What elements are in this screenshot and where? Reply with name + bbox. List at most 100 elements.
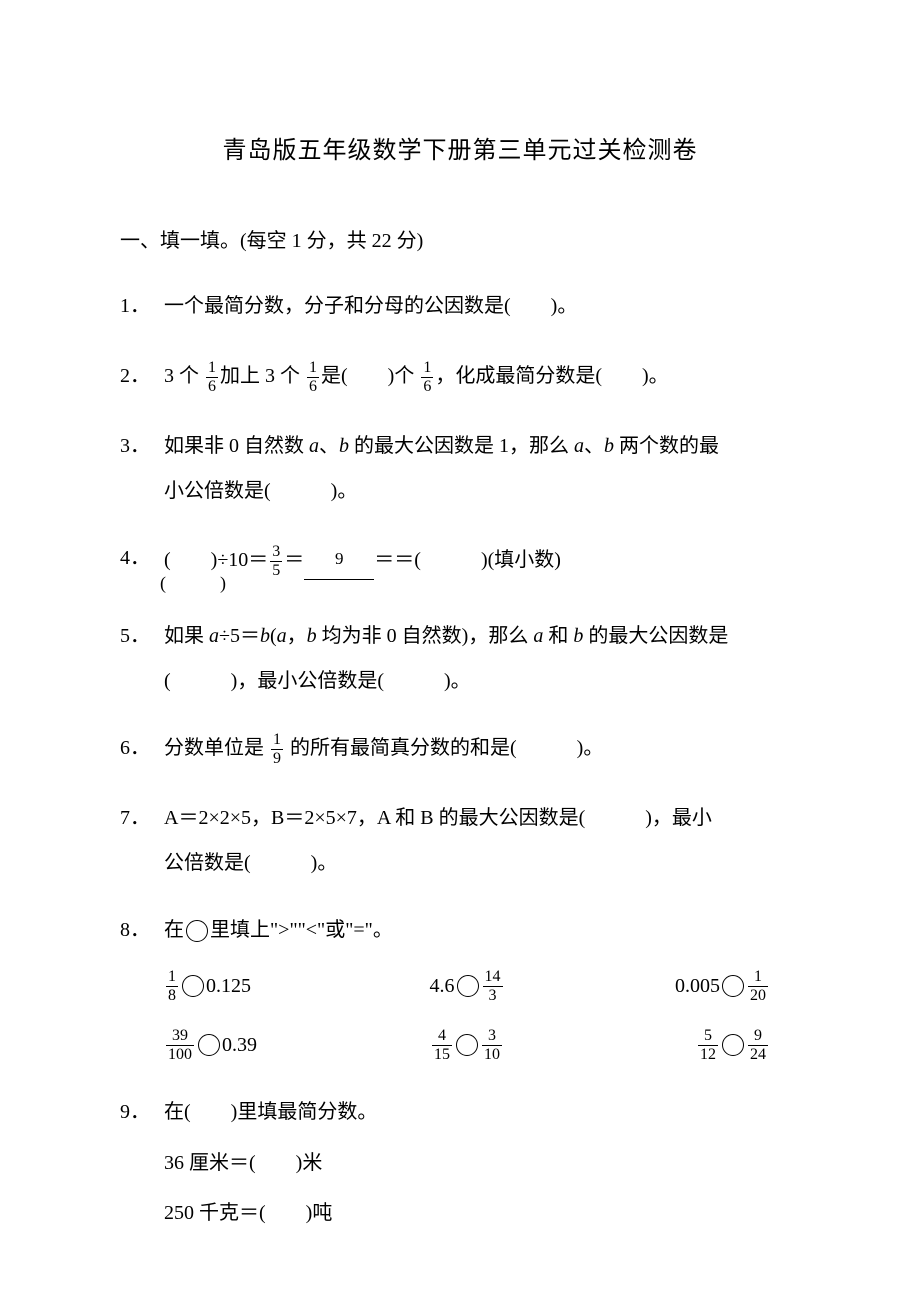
q6-num: 6． (120, 727, 164, 769)
circle-icon (456, 1034, 478, 1056)
fraction-icon: 924 (748, 1028, 768, 1063)
q3-text-d: 、 (584, 435, 604, 457)
question-6: 6． 分数单位是 19 的所有最简真分数的和是( )。 (120, 727, 800, 769)
q2-text-a: 3 个 (164, 365, 204, 387)
q3-num: 3． (120, 425, 164, 467)
q7-num: 7． (120, 797, 164, 839)
q2-body: 3 个 16加上 3 个 16是( )个 16，化成最简分数是( )。 (164, 355, 800, 397)
q3-text-b: 、 (319, 435, 339, 457)
q8-header-b: 里填上">""<"或"="。 (210, 919, 393, 941)
fraction-icon: 512 (698, 1028, 718, 1063)
q3-text-c: 的最大公因数是 1，那么 (349, 435, 574, 457)
var-a: a (209, 625, 219, 647)
q4-eq2: ＝ (374, 549, 394, 571)
question-5: 5． 如果 a÷5＝b(a，b 均为非 0 自然数)，那么 a 和 b 的最大公… (120, 615, 800, 657)
fraction-icon: 18 (166, 969, 178, 1004)
q3-body: 如果非 0 自然数 a、b 的最大公因数是 1，那么 a、b 两个数的最 (164, 425, 800, 467)
circle-icon (182, 975, 204, 997)
q4-body: ( )÷10＝35＝9＝＝( )(填小数) (164, 537, 800, 581)
q4-text-a: ( )÷10＝ (164, 549, 268, 571)
q2-text-d: ，化成最简分数是( )。 (435, 365, 668, 387)
question-3: 3． 如果非 0 自然数 a、b 的最大公因数是 1，那么 a、b 两个数的最 (120, 425, 800, 467)
q5-text-f: 和 (543, 625, 573, 647)
q6-body: 分数单位是 19 的所有最简真分数的和是( )。 (164, 727, 800, 769)
q3-text-a: 如果非 0 自然数 (164, 435, 309, 457)
compare-item: 4.6 143 (366, 969, 568, 1004)
q1-num: 1． (120, 285, 164, 327)
circle-icon (186, 920, 208, 942)
circle-icon (722, 1034, 744, 1056)
q8-num: 8． (120, 909, 164, 951)
q8-row1: 18 0.125 4.6 143 0.005 120 (164, 969, 800, 1004)
q9-line1: 36 厘米＝( )米 (164, 1143, 800, 1183)
question-2: 2． 3 个 16加上 3 个 16是( )个 16，化成最简分数是( )。 (120, 355, 800, 397)
fraction-icon: 35 (270, 544, 282, 579)
q4-text-b: ＝( )(填小数) (394, 549, 561, 571)
question-8: 8． 在 里填上">""<"或"="。 (120, 909, 800, 951)
q8-row2: 39100 0.39 415 310 512 924 (164, 1028, 800, 1063)
fraction-icon: 415 (432, 1028, 452, 1063)
q7-body: A＝2×2×5，B＝2×5×7，A 和 B 的最大公因数是( )，最小 (164, 797, 800, 839)
q2-text-b: 加上 3 个 (220, 365, 305, 387)
q4-num: 4． (120, 537, 164, 581)
var-a: a (309, 435, 319, 457)
var-a: a (277, 625, 287, 647)
q4-eq: ＝ (284, 549, 304, 571)
compare-item: 39100 0.39 (164, 1028, 366, 1063)
q6-text-b: 的所有最简真分数的和是( )。 (285, 737, 603, 759)
q7-line2: 公倍数是( )。 (164, 843, 800, 883)
fraction-icon: 16 (307, 360, 319, 395)
fraction-icon: 19 (271, 732, 283, 767)
question-1: 1． 一个最简分数，分子和分母的公因数是( )。 (120, 285, 800, 327)
compare-item: 18 0.125 (164, 969, 366, 1004)
question-9: 9． 在( )里填最简分数。 (120, 1091, 800, 1133)
q3-line2: 小公倍数是( )。 (164, 471, 800, 511)
q1-body: 一个最简分数，分子和分母的公因数是( )。 (164, 285, 800, 327)
compare-value: 0.005 (675, 975, 720, 998)
q5-body: 如果 a÷5＝b(a，b 均为非 0 自然数)，那么 a 和 b 的最大公因数是 (164, 615, 800, 657)
var-a: a (574, 435, 584, 457)
q6-text-a: 分数单位是 (164, 737, 269, 759)
fraction-icon: 16 (206, 360, 218, 395)
var-b: b (307, 625, 317, 647)
q4-underline-top: 9 (304, 537, 374, 580)
var-b: b (604, 435, 614, 457)
section-header: 一、填一填。(每空 1 分，共 22 分) (120, 225, 800, 257)
fraction-icon: 120 (748, 969, 768, 1004)
q2-num: 2． (120, 355, 164, 397)
q9-line2: 250 千克＝( )吨 (164, 1193, 800, 1233)
compare-value: 4.6 (430, 975, 455, 998)
page-title: 青岛版五年级数学下册第三单元过关检测卷 (120, 130, 800, 165)
fraction-icon: 39100 (166, 1028, 194, 1063)
fraction-icon: 143 (483, 969, 503, 1004)
question-7: 7． A＝2×2×5，B＝2×5×7，A 和 B 的最大公因数是( )，最小 (120, 797, 800, 839)
q5-num: 5． (120, 615, 164, 657)
q5-text-b: ÷5＝ (219, 625, 260, 647)
question-4: 4． ( )÷10＝35＝9＝＝( )(填小数) (120, 537, 800, 581)
q2-text-c: 是( )个 (321, 365, 419, 387)
q5-text-a: 如果 (164, 625, 209, 647)
var-a: a (533, 625, 543, 647)
q5-text-c: ( (270, 625, 277, 647)
fraction-icon: 310 (482, 1028, 502, 1063)
fraction-icon: 16 (421, 360, 433, 395)
q5-line2: ( )，最小公倍数是( )。 (164, 661, 800, 701)
circle-icon (198, 1034, 220, 1056)
circle-icon (457, 975, 479, 997)
compare-item: 415 310 (366, 1028, 568, 1063)
compare-value: 0.39 (222, 1034, 257, 1057)
var-b: b (260, 625, 270, 647)
var-b: b (573, 625, 583, 647)
compare-item: 0.005 120 (568, 969, 800, 1004)
q9-num: 9． (120, 1091, 164, 1133)
compare-item: 512 924 (568, 1028, 800, 1063)
q5-text-d: ， (287, 625, 307, 647)
q9-body: 在( )里填最简分数。 (164, 1091, 800, 1133)
q5-text-e: 均为非 0 自然数)，那么 (317, 625, 534, 647)
q5-text-g: 的最大公因数是 (583, 625, 728, 647)
var-b: b (339, 435, 349, 457)
q3-text-e: 两个数的最 (614, 435, 719, 457)
compare-value: 0.125 (206, 975, 251, 998)
circle-icon (722, 975, 744, 997)
q8-header-a: 在 (164, 919, 184, 941)
